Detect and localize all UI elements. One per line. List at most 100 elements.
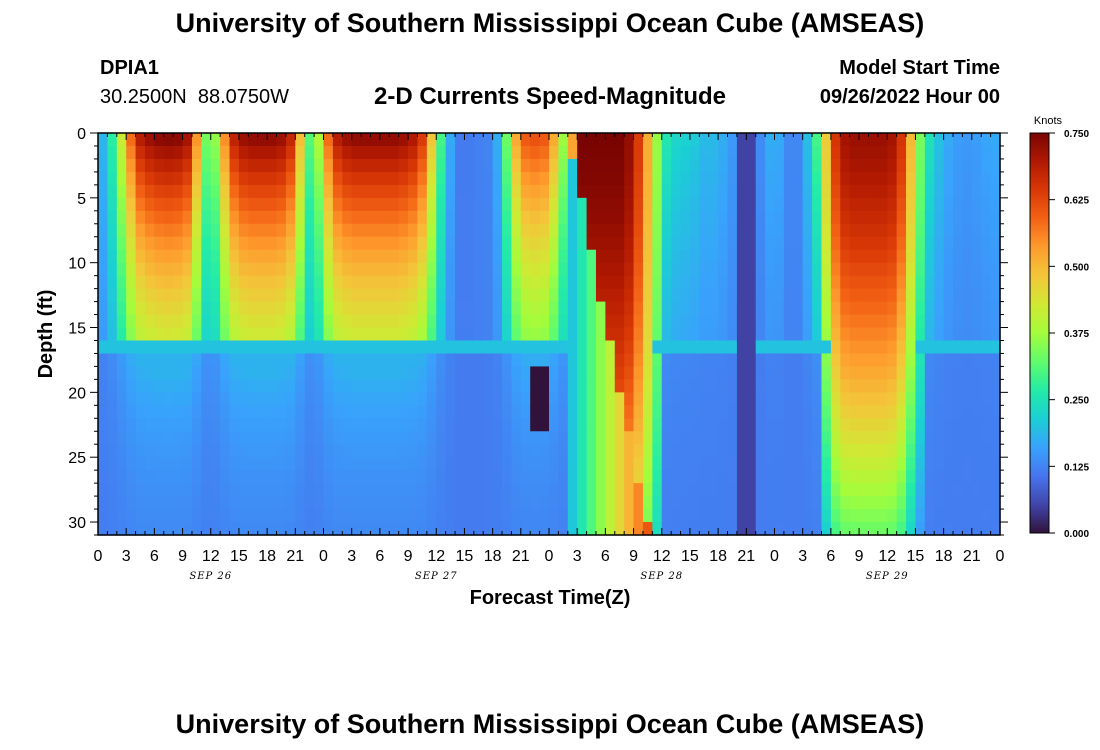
heatmap-cell	[783, 353, 794, 368]
heatmap-cell	[379, 197, 390, 212]
heatmap-cell	[577, 158, 588, 173]
heatmap-cell	[943, 145, 954, 160]
heatmap-cell	[530, 431, 541, 445]
heatmap-cell	[896, 133, 907, 147]
heatmap-cell	[502, 171, 513, 186]
colorbar-bar	[1029, 132, 1050, 534]
heatmap-cell	[577, 210, 588, 225]
heatmap-cell	[445, 431, 456, 445]
heatmap-cell	[981, 327, 992, 342]
heatmap-cell	[210, 184, 221, 199]
heatmap-cell	[868, 249, 879, 264]
heatmap-cell	[680, 431, 691, 445]
heatmap-cell	[267, 210, 278, 225]
heatmap-cell	[962, 249, 973, 264]
heatmap-cell	[173, 288, 184, 303]
heatmap-cell	[116, 470, 127, 484]
heatmap-cell	[736, 314, 747, 329]
heatmap-cell	[718, 210, 729, 225]
heatmap-cell	[624, 158, 635, 173]
heatmap-cell	[116, 379, 127, 393]
heatmap-cell	[135, 236, 146, 251]
heatmap-cell	[191, 236, 202, 251]
heatmap-cell	[605, 197, 616, 212]
heatmap-cell	[661, 236, 672, 251]
heatmap-cell	[671, 405, 682, 419]
heatmap-cell	[595, 457, 606, 471]
heatmap-cell	[173, 340, 184, 355]
heatmap-cell	[210, 431, 221, 445]
heatmap-cell	[924, 457, 935, 471]
heatmap-cell	[107, 184, 118, 199]
heatmap-cell	[304, 483, 315, 497]
heatmap-cell	[210, 301, 221, 316]
heatmap-cell	[201, 288, 212, 303]
heatmap-cell	[238, 366, 249, 380]
heatmap-cell	[642, 288, 653, 303]
heatmap-cell	[332, 197, 343, 212]
colorbar-tick-label: 0.125	[1064, 462, 1089, 473]
heatmap-cell	[163, 210, 174, 225]
heatmap-cell	[379, 249, 390, 264]
heatmap-cell	[549, 444, 559, 458]
heatmap-cell	[868, 288, 879, 303]
heatmap-cell	[98, 158, 108, 173]
heatmap-cell	[765, 249, 776, 264]
heatmap-cell	[567, 522, 578, 536]
heatmap-cell	[962, 366, 973, 380]
heatmap-cell	[238, 158, 249, 173]
heatmap-cell	[285, 236, 296, 251]
heatmap-cell	[229, 262, 240, 277]
heatmap-cell	[98, 171, 108, 186]
heatmap-cell	[483, 210, 494, 225]
heatmap-cell	[351, 470, 362, 484]
heatmap-cell	[539, 249, 550, 264]
heatmap-cell	[652, 379, 663, 393]
heatmap-cell	[248, 353, 259, 368]
heatmap-cell	[586, 171, 597, 186]
heatmap-cell	[915, 301, 926, 316]
heatmap-cell	[990, 314, 1001, 329]
heatmap-cell	[924, 444, 935, 458]
heatmap-cell	[943, 444, 954, 458]
heatmap-cell	[389, 288, 400, 303]
heatmap-cell	[126, 145, 137, 160]
heatmap-cell	[342, 249, 353, 264]
heatmap-cell	[943, 314, 954, 329]
heatmap-cell	[530, 288, 541, 303]
heatmap-cell	[98, 366, 108, 380]
heatmap-cell	[962, 327, 973, 342]
heatmap-cell	[793, 171, 804, 186]
heatmap-cell	[502, 522, 513, 536]
heatmap-cell	[144, 133, 155, 147]
heatmap-cell	[502, 133, 513, 147]
heatmap-cell	[314, 288, 325, 303]
heatmap-cell	[877, 379, 888, 393]
heatmap-cell	[191, 145, 202, 160]
heatmap-cell	[802, 444, 813, 458]
heatmap-cell	[154, 288, 165, 303]
heatmap-cell	[774, 496, 785, 510]
heatmap-cell	[107, 301, 118, 316]
heatmap-cell	[182, 483, 193, 497]
heatmap-cell	[661, 522, 672, 536]
heatmap-cell	[840, 496, 851, 510]
heatmap-cell	[98, 236, 108, 251]
heatmap-cell	[736, 145, 747, 160]
heatmap-cell	[680, 418, 691, 432]
heatmap-cell	[671, 288, 682, 303]
heatmap-cell	[520, 314, 531, 329]
heatmap-cell	[323, 457, 334, 471]
heatmap-cell	[924, 405, 935, 419]
heatmap-cell	[267, 262, 278, 277]
heatmap-cell	[924, 301, 935, 316]
heatmap-cell	[614, 210, 625, 225]
heatmap-cell	[812, 210, 823, 225]
heatmap-cell	[971, 483, 982, 497]
heatmap-cell	[774, 366, 785, 380]
heatmap-cell	[793, 158, 804, 173]
heatmap-cell	[135, 184, 146, 199]
heatmap-cell	[389, 262, 400, 277]
heatmap-cell	[652, 431, 663, 445]
heatmap-cell	[191, 509, 202, 523]
